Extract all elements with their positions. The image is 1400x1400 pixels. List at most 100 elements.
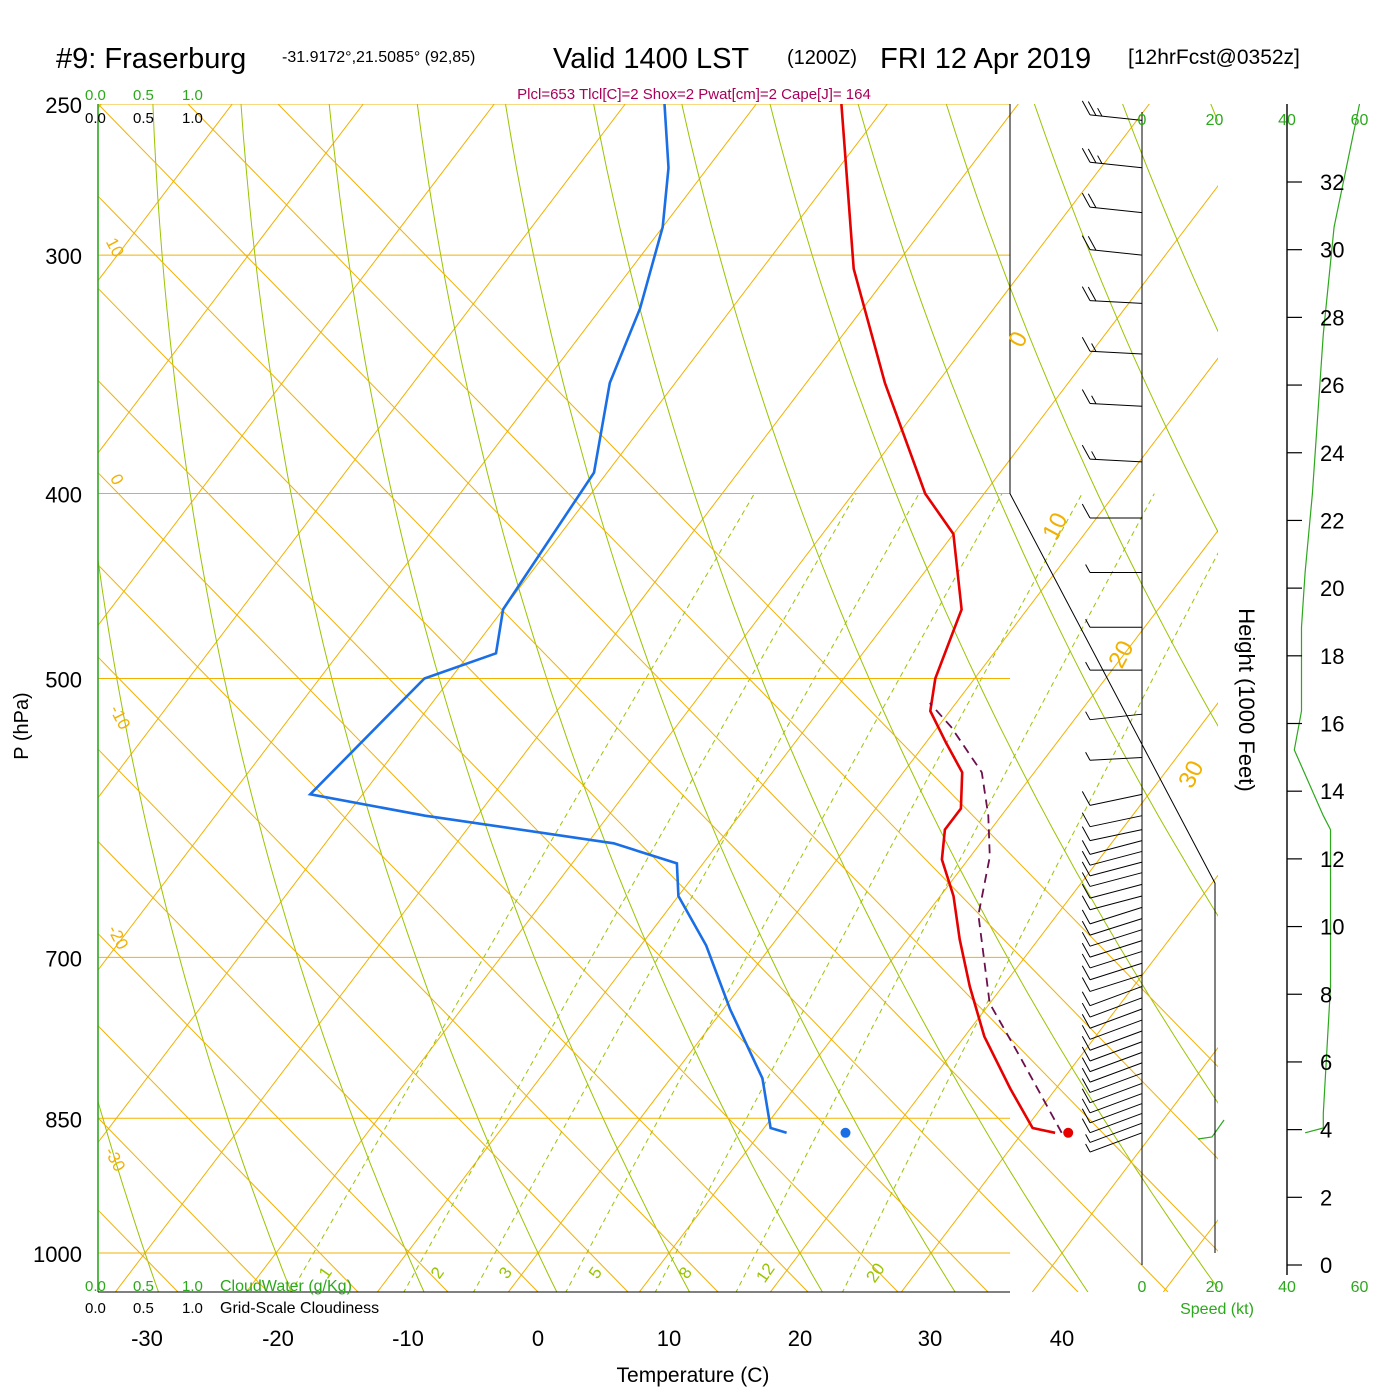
speed-profile-line: [1293, 103, 1361, 1134]
x-tick-label: -20: [262, 1326, 294, 1351]
height-tick-label: 12: [1320, 847, 1344, 872]
x-tick-label: 0: [532, 1326, 544, 1351]
speed-tick-top: 20: [1206, 112, 1224, 129]
wind-barb-flag: [1081, 1025, 1091, 1040]
wind-barb: [1089, 850, 1143, 866]
station-title: #9: Fraserburg: [56, 43, 246, 75]
wet-adiabat-line: [277, 104, 1218, 1068]
wind-barb: [1089, 249, 1143, 256]
wind-barb-flag: [1097, 107, 1103, 117]
wind-barb: [1089, 161, 1143, 169]
cloudiness-scale-bottom-0: 0.0: [85, 1300, 106, 1317]
wind-barb: [1089, 940, 1143, 958]
dewpoint-dot: [840, 1127, 851, 1138]
wind-barb: [1089, 793, 1143, 806]
temperature-line: [840, 104, 1056, 1135]
speed-profile-tail: [1197, 1119, 1225, 1140]
cloudiness-scale-top-0: 0.0: [85, 110, 106, 127]
wind-barb: [1089, 1008, 1143, 1029]
wind-barb: [1089, 1122, 1143, 1143]
wind-barb: [1089, 815, 1143, 828]
height-tick-label: 30: [1320, 238, 1344, 263]
dry-adiabat: [98, 1099, 160, 1292]
isotherm: [98, 104, 757, 971]
wind-barb: [1089, 1062, 1143, 1083]
isotherm: [1031, 1046, 1218, 1292]
speed-tick-bottom: 40: [1278, 1279, 1296, 1296]
wind-barb-flag: [1081, 791, 1091, 806]
wind-barb-flag: [1081, 1002, 1091, 1018]
dry-adiabat: [328, 104, 691, 1292]
height-tick-label: 22: [1320, 508, 1344, 533]
wind-barb-flag: [1081, 872, 1091, 887]
y-tick-label: 300: [45, 244, 82, 269]
wind-barb: [1089, 300, 1143, 304]
wind-barb: [1089, 829, 1143, 842]
wind-barb-flag: [1087, 286, 1097, 302]
dry-adiabat: [769, 104, 1218, 1104]
speed-tick-bottom: 0: [1138, 1279, 1147, 1296]
plot-frame-right: [1009, 104, 1216, 1253]
wind-barb-flag: [1081, 336, 1091, 352]
wind-barb-flag: [1081, 192, 1091, 208]
height-tick-label: 6: [1320, 1050, 1332, 1075]
wind-barb-flag: [1081, 389, 1091, 404]
y-axis-title: P (hPa): [11, 692, 33, 759]
wind-barb: [1089, 206, 1143, 214]
wind-barb: [1089, 918, 1143, 936]
wet-adiabat-line: [98, 104, 1218, 1252]
wind-barb-flag: [1081, 840, 1091, 855]
wet-adiabat-line: [98, 471, 899, 1292]
axes: [97, 104, 1288, 1293]
cloudwater-label: CloudWater (g/Kg): [220, 1278, 352, 1295]
wind-barb-flag: [1081, 991, 1091, 1006]
isotherm: [376, 185, 1218, 1292]
station-coords: -31.9172°,21.5085° (92,85): [282, 49, 475, 66]
y-tick-label: 700: [45, 946, 82, 971]
wind-barb-flag: [1085, 564, 1091, 573]
height-tick-label: 32: [1320, 170, 1344, 195]
mixing-ratio-line: [735, 493, 1155, 1292]
wind-barb: [1089, 114, 1143, 121]
wind-barb: [1089, 962, 1143, 981]
wet-adiabat-line: [98, 379, 989, 1292]
wind-barb-flag: [1081, 1098, 1091, 1114]
wind-barb-flag: [1081, 286, 1091, 301]
wind-barb-flag: [1081, 1078, 1091, 1093]
dry-adiabat: [593, 104, 1089, 1292]
wind-barb: [1089, 906, 1143, 925]
wind-barb-flag: [1085, 1134, 1091, 1143]
wind-barb-flag: [1081, 850, 1091, 866]
y-tick-label: 500: [45, 668, 82, 693]
wind-barb-flag: [1085, 618, 1091, 628]
height-tick-label: 0: [1320, 1253, 1332, 1278]
cloudiness-scale-top-2: 1.0: [182, 110, 203, 127]
wind-barb: [1089, 1112, 1143, 1134]
wind-barb-flag: [1081, 812, 1091, 827]
wet-adiabat-line: [98, 564, 809, 1292]
isotherm: [98, 104, 888, 1144]
isotherm: [98, 104, 233, 282]
wind-barb: [1089, 950, 1143, 969]
wind-barb-flag: [1081, 883, 1091, 899]
background-grid: [98, 104, 1218, 1292]
mixing-ratio-line: [403, 493, 857, 1292]
wind-barb: [1089, 840, 1143, 855]
wind-barb: [1089, 1082, 1143, 1104]
height-tick-label: 28: [1320, 305, 1344, 330]
height-tick-label: 20: [1320, 576, 1344, 601]
sounding-indices: Plcl=653 Tlcl[C]=2 Shox=2 Pwat[cm]=2 Cap…: [517, 86, 871, 103]
isotherm: [98, 104, 626, 799]
wind-barb: [1089, 1072, 1143, 1093]
height-tick-label: 18: [1320, 644, 1344, 669]
isotherm: [769, 702, 1218, 1292]
wind-barb-flag: [1081, 895, 1091, 910]
wet-adiabat-line: [98, 840, 539, 1292]
cloudwater-scale-bottom-1: 0.5: [133, 1278, 154, 1295]
height-tick-label: 2: [1320, 1185, 1332, 1210]
wind-barb: [1089, 1030, 1143, 1051]
wind-barb-flag: [1081, 977, 1091, 992]
wind-barb-flag: [1081, 965, 1091, 981]
speed-tick-bottom: 20: [1206, 1279, 1224, 1296]
wind-barb-flag: [1085, 661, 1091, 671]
